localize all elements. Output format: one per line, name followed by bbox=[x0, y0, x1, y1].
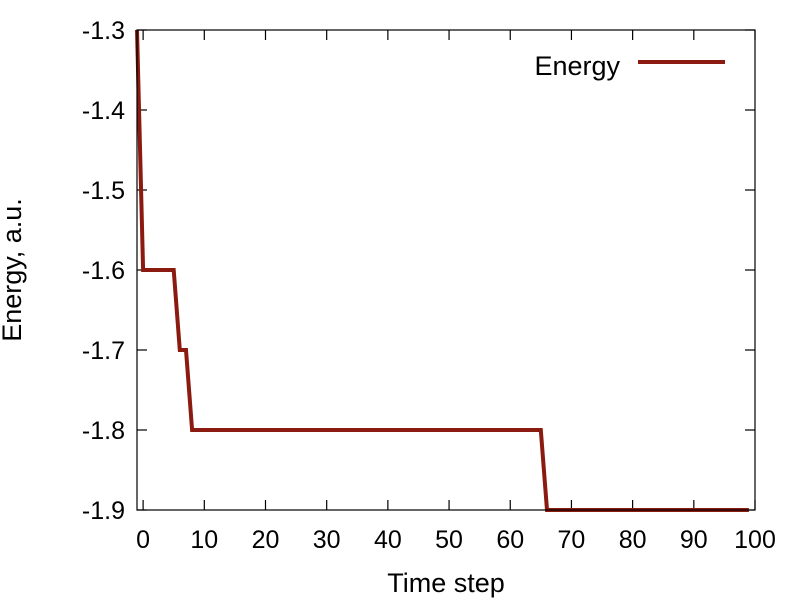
x-tick-label: 40 bbox=[374, 526, 402, 554]
plot-frame bbox=[136, 29, 756, 511]
x-tick-label: 60 bbox=[496, 526, 524, 554]
series-layer bbox=[135, 29, 749, 512]
legend: Energy bbox=[534, 51, 725, 81]
y-tick-label: -1.3 bbox=[82, 17, 125, 45]
y-tick-label: -1.4 bbox=[82, 97, 125, 125]
x-tick-label: 20 bbox=[252, 526, 280, 554]
x-tick-label: 80 bbox=[619, 526, 647, 554]
x-tick-label: 0 bbox=[136, 526, 150, 554]
x-tick-label: 90 bbox=[680, 526, 708, 554]
ticks-layer: 0 10 20 30 40 50 60 70 80 90 100 -1.3 -1.4 -1.5 -1.6 -1… bbox=[82, 17, 776, 554]
y-tick-label: -1.8 bbox=[82, 417, 125, 445]
x-tick-label: 100 bbox=[734, 526, 776, 554]
y-tick-label: -1.7 bbox=[82, 337, 125, 365]
x-tick-label: 10 bbox=[190, 526, 218, 554]
x-tick-label: 30 bbox=[313, 526, 341, 554]
x-axis-title: Time step bbox=[387, 568, 505, 598]
y-tick-label: -1.9 bbox=[82, 497, 125, 525]
y-tick-label: -1.5 bbox=[82, 177, 125, 205]
legend-label-energy: Energy bbox=[534, 51, 620, 81]
x-tick-label: 50 bbox=[435, 526, 463, 554]
y-tick-label: -1.6 bbox=[82, 257, 125, 285]
x-tick-label: 70 bbox=[558, 526, 586, 554]
y-axis-title: Energy, a.u. bbox=[0, 198, 27, 342]
series-line-energy bbox=[135, 29, 749, 512]
